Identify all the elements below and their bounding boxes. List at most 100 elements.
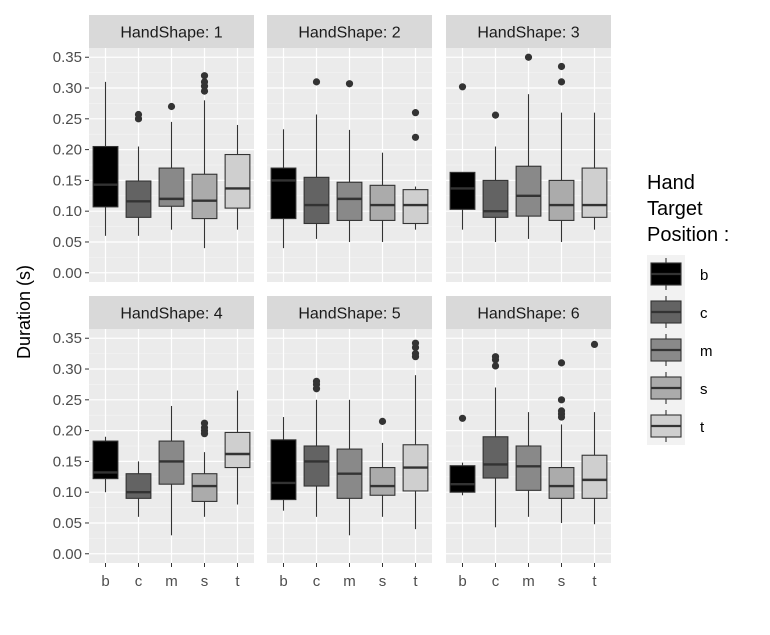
y-tick-label: 0.20 (53, 142, 82, 159)
box-c (303, 78, 330, 239)
box-body (482, 436, 509, 479)
x-tick-label: s (379, 573, 387, 590)
box-body (369, 467, 396, 496)
y-tick-label: 0.20 (53, 423, 82, 440)
box-c (482, 353, 509, 528)
legend-title-line-1: Hand (647, 172, 695, 194)
outlier-point (411, 350, 420, 358)
facet-strip (267, 15, 432, 48)
y-tick-label: 0.05 (53, 234, 82, 251)
outlier-point (200, 87, 209, 95)
outlier-point (345, 80, 354, 88)
box-body (548, 467, 575, 499)
box-c (303, 377, 330, 517)
box-body (449, 465, 476, 493)
outlier-point (378, 417, 387, 425)
legend-title-line-3: Position : (647, 224, 729, 246)
outlier-point (557, 78, 566, 86)
legend-item-label: m (700, 343, 713, 360)
outlier-point (312, 377, 321, 385)
x-tick-label: m (343, 573, 356, 590)
x-tick-label: s (201, 573, 209, 590)
legend-items: b c m s t (647, 255, 713, 445)
box-t (402, 339, 429, 530)
y-tick-label: 0.30 (53, 80, 82, 97)
box-body (581, 167, 608, 218)
outlier-point (134, 110, 143, 119)
x-tick-label: c (313, 573, 321, 590)
box-s (369, 417, 396, 517)
x-tick-label: b (458, 573, 466, 590)
box-s (548, 359, 575, 523)
box-s (191, 419, 218, 517)
box-m (336, 80, 363, 242)
x-tick-label: b (101, 573, 109, 590)
box-body (369, 184, 396, 221)
outlier-point (557, 359, 566, 367)
x-tick-label: t (235, 573, 240, 590)
box-m (158, 405, 185, 536)
x-tick-label: c (135, 573, 143, 590)
box-body (158, 440, 185, 485)
x-tick-label: m (522, 573, 535, 590)
box-body (515, 445, 542, 491)
outlier-point (200, 419, 209, 427)
box-c (125, 461, 152, 517)
facet-panels: HandShape: 1 0.00 0.05 0.10 0.15 0.20 0.25 0.30… (53, 15, 611, 590)
y-tick-label: 0.10 (53, 203, 82, 220)
box-m (336, 399, 363, 536)
outlier-point (491, 353, 500, 361)
box-body (158, 167, 185, 207)
facet-panel-2: HandShape: 2 (267, 15, 432, 282)
outlier-point (200, 72, 209, 80)
legend-item-m: m (650, 334, 713, 366)
box-body (92, 145, 119, 208)
outlier-point (557, 407, 566, 415)
outlier-point (200, 78, 209, 86)
facet-panel-5: HandShape: 5 b c m s t (267, 296, 432, 590)
box-s (548, 62, 575, 242)
box-body (515, 165, 542, 217)
legend: Hand Target Position : b c m s t (647, 172, 729, 445)
x-tick-label: s (558, 573, 566, 590)
box-m (515, 412, 542, 517)
box-body (303, 176, 330, 225)
outlier-point (411, 339, 420, 347)
y-tick-label: 0.00 (53, 265, 82, 282)
box-body (336, 181, 363, 221)
outlier-point (411, 109, 420, 117)
box-body (270, 439, 297, 501)
outlier-point (491, 362, 500, 370)
facet-strip-label: HandShape: 6 (477, 306, 579, 323)
y-tick-label: 0.35 (53, 330, 82, 347)
box-c (125, 110, 152, 236)
outlier-point (491, 111, 500, 119)
facet-strip (446, 15, 611, 48)
x-tick-label: t (413, 573, 418, 590)
legend-item-label: c (700, 305, 708, 322)
box-b (449, 414, 476, 496)
box-b (449, 83, 476, 230)
box-t (581, 112, 608, 230)
box-body (270, 167, 297, 220)
legend-item-b: b (650, 258, 708, 290)
legend-item-label: b (700, 267, 708, 284)
box-b (92, 81, 119, 236)
facet-panel-4: HandShape: 4 0.00 0.05 0.10 0.15 0.20 0.25 0.30… (53, 296, 254, 590)
box-t (402, 109, 429, 230)
outlier-point (312, 78, 321, 86)
x-tick-label: c (492, 573, 500, 590)
outlier-point (590, 340, 599, 348)
facet-strip-label: HandShape: 5 (298, 306, 400, 323)
box-m (158, 102, 185, 230)
box-body (224, 431, 251, 469)
box-m (515, 53, 542, 239)
box-body (191, 173, 218, 220)
facet-strip (446, 296, 611, 329)
outlier-point (557, 396, 566, 404)
facet-strip (89, 15, 254, 48)
box-body (303, 445, 330, 487)
y-tick-label: 0.15 (53, 453, 82, 470)
legend-item-c: c (650, 296, 708, 328)
box-b (270, 129, 297, 249)
